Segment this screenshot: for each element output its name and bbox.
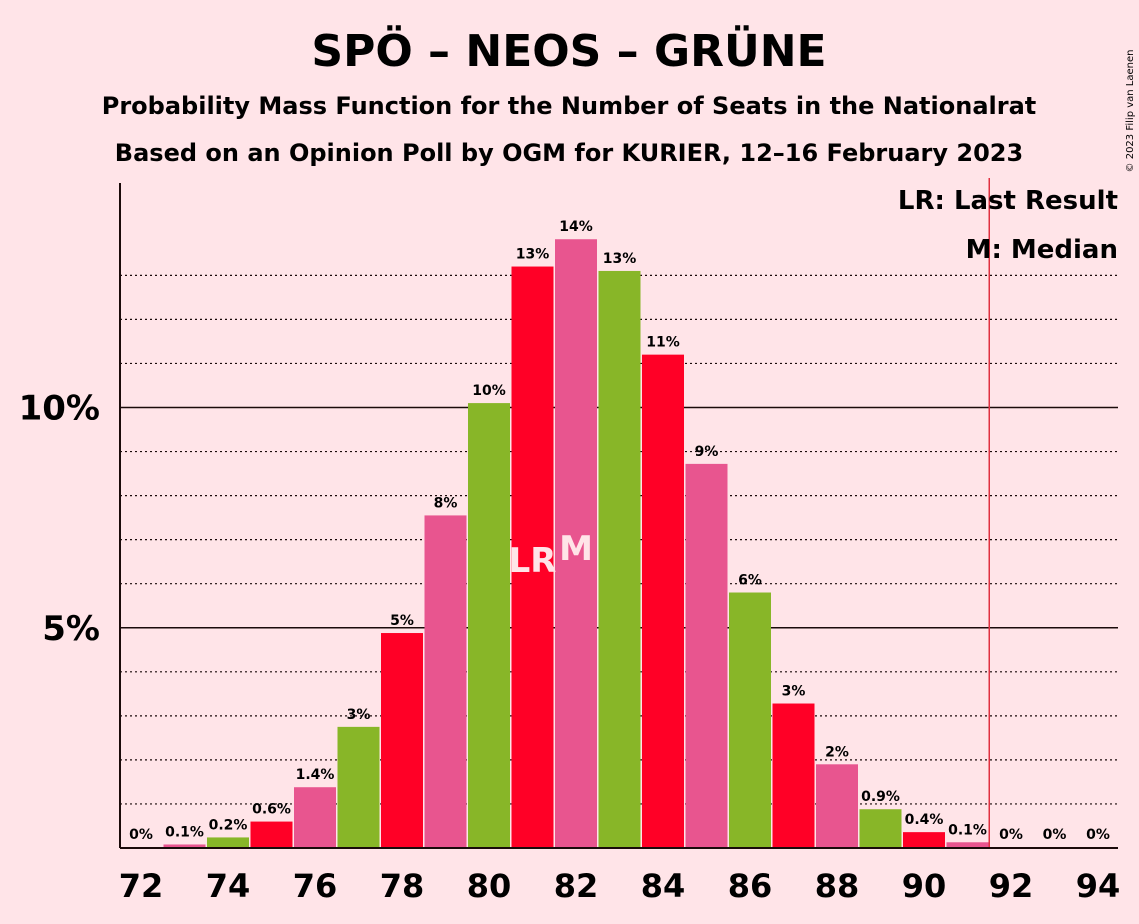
data-label-93: 0% <box>1043 827 1067 843</box>
data-label-74: 0.2% <box>209 817 248 833</box>
bar-77 <box>337 726 380 848</box>
data-label-94: 0% <box>1086 827 1110 843</box>
last-result-mark: LR <box>509 541 557 581</box>
x-tick-label: 84 <box>641 867 686 905</box>
data-label-91: 0.1% <box>948 822 987 838</box>
data-label-88: 2% <box>825 744 849 760</box>
median-mark: M <box>559 529 593 569</box>
data-label-86: 6% <box>738 573 762 589</box>
copyright-notice: © 2023 Filip van Laenen <box>1125 50 1136 173</box>
chart-subtitle-poll: Based on an Opinion Poll by OGM for KURI… <box>115 139 1023 167</box>
chart-subtitle: Probability Mass Function for the Number… <box>102 92 1037 120</box>
bar-82 <box>555 239 597 848</box>
x-tick-label: 72 <box>119 867 164 905</box>
bar-91 <box>946 842 989 848</box>
gridlines <box>120 274 1118 805</box>
data-label-77: 3% <box>347 707 371 723</box>
data-label-73: 0.1% <box>165 824 204 840</box>
data-label-79: 8% <box>434 495 458 511</box>
data-label-75: 0.6% <box>252 802 291 818</box>
x-tick-label: 74 <box>206 867 251 905</box>
bar-85 <box>685 463 728 848</box>
x-tick-label: 78 <box>380 867 425 905</box>
data-label-89: 0.9% <box>861 789 900 805</box>
bar-79 <box>424 515 467 848</box>
bar-83 <box>598 270 641 848</box>
bar-76 <box>294 787 336 848</box>
bar-86 <box>729 592 771 848</box>
data-label-76: 1.4% <box>296 767 335 783</box>
bar-89 <box>859 809 902 848</box>
bar-87 <box>772 703 815 848</box>
bars-group <box>163 239 989 848</box>
data-label-78: 5% <box>390 613 414 629</box>
bar-90 <box>903 832 945 848</box>
bar-81 <box>511 266 554 848</box>
data-labels-group: 0% 0.1% 0.2%0.6% 1.4% 3% 5% 8% 10% 13% 14% 13% 11% 9… <box>129 219 1110 843</box>
x-tick-label: 80 <box>467 867 512 905</box>
data-label-82: 14% <box>559 219 593 235</box>
x-tick-label: 90 <box>902 867 947 905</box>
bar-84 <box>642 354 684 848</box>
data-label-80: 10% <box>472 383 506 399</box>
x-tick-label: 76 <box>293 867 338 905</box>
y-tick-label: 5% <box>42 609 100 649</box>
bar-88 <box>816 764 858 848</box>
x-tick-label: 94 <box>1076 867 1121 905</box>
legend-median: M: Median <box>966 235 1118 265</box>
data-label-90: 0.4% <box>905 812 944 828</box>
data-label-81: 13% <box>516 247 550 263</box>
data-label-84: 11% <box>646 335 680 351</box>
marks-group: LR M <box>509 529 593 581</box>
x-tick-label: 82 <box>554 867 599 905</box>
x-tick-label: 86 <box>728 867 773 905</box>
axes-group: 5% 10% 72 74 76 78 80 82 84 86 88 90 92 94 <box>19 178 1121 905</box>
data-label-72: 0% <box>129 827 153 843</box>
data-label-92: 0% <box>999 827 1023 843</box>
x-tick-label: 92 <box>989 867 1034 905</box>
bar-78 <box>381 633 423 848</box>
y-tick-label: 10% <box>19 389 100 429</box>
bar-74 <box>207 837 249 848</box>
chart-title: SPÖ – NEOS – GRÜNE <box>311 24 826 77</box>
x-tick-label: 88 <box>815 867 860 905</box>
bar-80 <box>468 403 510 848</box>
legend-last-result: LR: Last Result <box>898 186 1118 216</box>
bar-73 <box>163 844 206 848</box>
data-label-83: 13% <box>603 251 637 267</box>
data-label-85: 9% <box>695 444 719 460</box>
bar-75 <box>250 821 293 848</box>
data-label-87: 3% <box>782 684 806 700</box>
